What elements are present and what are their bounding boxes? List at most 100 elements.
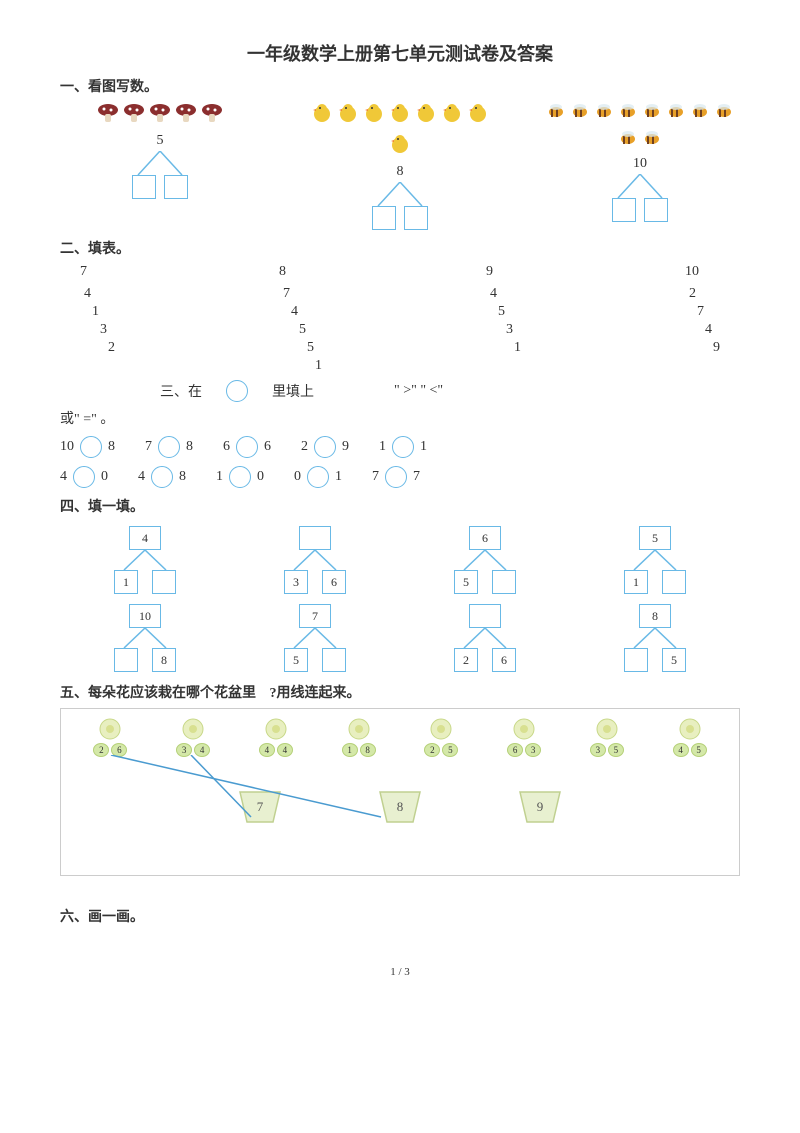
decomp-diagram: 7 5 — [280, 604, 350, 672]
q2-value: 3 — [506, 322, 513, 338]
q3-item: 10 8 — [60, 436, 115, 458]
q3-item: 66 — [223, 436, 271, 458]
decomp-top-box: 7 — [299, 604, 331, 628]
q3-left: 6 — [223, 439, 230, 455]
connection-lines — [61, 755, 741, 825]
flower-icon — [181, 717, 205, 741]
decomp-left-box: 3 — [284, 570, 308, 594]
q2-value: 5 — [299, 322, 306, 338]
compare-circle[interactable] — [307, 466, 329, 488]
q4-container: 4 1 366 55 110 87 5 268 5 — [60, 526, 740, 672]
compare-circle[interactable] — [73, 466, 95, 488]
decomp-diagram: 8 5 — [620, 604, 690, 672]
decomp-top-box: 5 — [639, 526, 671, 550]
q1-group: 10 — [540, 102, 740, 232]
q2-column: 74132 — [80, 264, 115, 374]
decomp-right-box: 8 — [152, 648, 176, 672]
q2-value: 4 — [490, 286, 497, 302]
decomp-diagram: 10 8 — [110, 604, 180, 672]
mushroom-icon — [123, 102, 145, 129]
q2-value: 1 — [92, 304, 99, 320]
decomp-right-box: 5 — [662, 648, 686, 672]
flower-item[interactable]: 34 — [176, 717, 210, 757]
decomp-top-box[interactable] — [469, 604, 501, 628]
flower-item[interactable]: 25 — [424, 717, 458, 757]
q3-left: 4 — [60, 469, 67, 485]
section-3-heading: 三、在 里填上 " >" " <" — [60, 380, 740, 402]
decomp-right-box[interactable] — [662, 570, 686, 594]
decomp-top-box: 6 — [469, 526, 501, 550]
compare-circle[interactable] — [314, 436, 336, 458]
q3-right: 8 — [108, 439, 115, 455]
compare-circle[interactable] — [385, 466, 407, 488]
decomp-left-box: 2 — [454, 648, 478, 672]
chick-icon — [337, 102, 359, 129]
q3-item: 48 — [138, 466, 186, 488]
q2-head: 9 — [486, 264, 493, 280]
q3-left: 1 — [379, 439, 386, 455]
q3-right: 7 — [413, 469, 420, 485]
chick-icon — [389, 102, 411, 129]
decomp-right-box[interactable] — [322, 648, 346, 672]
chick-icon — [389, 133, 411, 160]
compare-circle[interactable] — [80, 436, 102, 458]
flower-item[interactable]: 18 — [342, 717, 376, 757]
compare-circle[interactable] — [229, 466, 251, 488]
flower-icon — [98, 717, 122, 741]
q2-grid: 7413287455194531102749 — [80, 264, 720, 374]
section-2-heading: 二、填表。 — [60, 238, 740, 258]
q2-column: 102749 — [685, 264, 720, 374]
page-title: 一年级数学上册第七单元测试卷及答案 — [60, 40, 740, 66]
flower-icon — [429, 717, 453, 741]
mushroom-icon — [201, 102, 223, 129]
q3-row: 4048100177 — [60, 466, 740, 488]
compare-circle[interactable] — [236, 436, 258, 458]
section-5-heading: 五、每朵花应该栽在哪个花盆里 ?用线连起来。 — [60, 682, 740, 702]
decomp-right-box[interactable] — [492, 570, 516, 594]
bee-icon — [546, 102, 566, 125]
flower-item[interactable]: 45 — [673, 717, 707, 757]
decomp-right-box[interactable] — [152, 570, 176, 594]
section-1-heading: 一、看图写数。 — [60, 76, 740, 96]
chick-icon — [363, 102, 385, 129]
count-label: 5 — [157, 133, 164, 149]
s3-b: 里填上 — [272, 381, 314, 401]
compare-circle[interactable] — [151, 466, 173, 488]
compare-circle[interactable] — [158, 436, 180, 458]
q2-column: 874551 — [279, 264, 322, 374]
icon-set — [97, 102, 223, 129]
q2-value: 9 — [713, 340, 720, 356]
decomp-diagram: 6 5 — [450, 526, 520, 594]
q3-right: 9 — [342, 439, 349, 455]
bee-icon — [642, 102, 662, 125]
decomp-left-box: 1 — [624, 570, 648, 594]
q2-value: 4 — [84, 286, 91, 302]
q2-value: 4 — [291, 304, 298, 320]
decomp-left-box[interactable] — [114, 648, 138, 672]
decomp-left-box[interactable] — [624, 648, 648, 672]
q3-right: 0 — [101, 469, 108, 485]
q4-row: 4 1 366 55 1 — [60, 526, 740, 594]
q3-item: 29 — [301, 436, 349, 458]
bee-icon — [594, 102, 614, 125]
decomp-top-box: 10 — [129, 604, 161, 628]
compare-circle[interactable] — [392, 436, 414, 458]
circle-icon — [226, 380, 248, 402]
flower-item[interactable]: 26 — [93, 717, 127, 757]
q2-value: 1 — [315, 358, 322, 374]
q2-value: 2 — [108, 340, 115, 356]
flower-item[interactable]: 44 — [259, 717, 293, 757]
flower-row: 26 34 44 18 25 63 35 45 — [69, 717, 731, 757]
flower-icon — [678, 717, 702, 741]
icon-set — [540, 102, 740, 152]
chick-icon — [311, 102, 333, 129]
q3-left: 10 — [60, 439, 74, 455]
flower-item[interactable]: 63 — [507, 717, 541, 757]
q2-value: 4 — [705, 322, 712, 338]
decomp-left-box: 5 — [284, 648, 308, 672]
q2-value: 3 — [100, 322, 107, 338]
q3-item: 10 — [216, 466, 264, 488]
split-diagram — [120, 151, 200, 201]
decomp-top-box[interactable] — [299, 526, 331, 550]
flower-item[interactable]: 35 — [590, 717, 624, 757]
